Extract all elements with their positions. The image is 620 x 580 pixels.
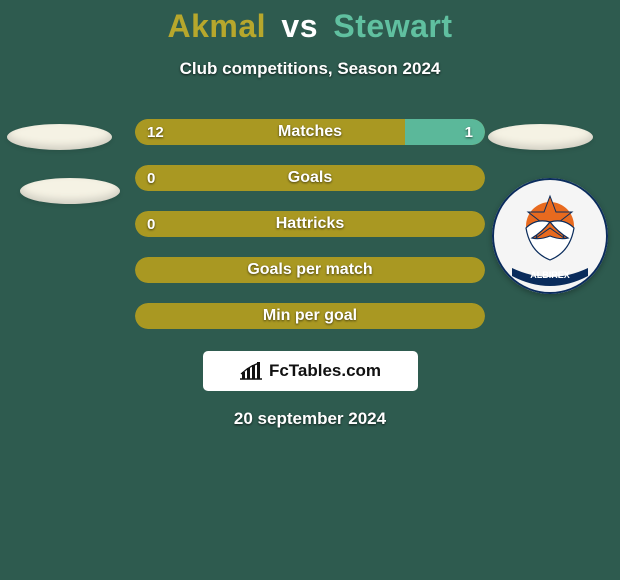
stat-label: Matches [135,123,485,141]
stat-label: Goals per match [135,261,485,279]
page-title: Akmal vs Stewart [0,0,620,45]
stat-value-left: 0 [147,170,155,187]
stat-row: Min per goal [135,303,485,329]
title-player2: Stewart [333,8,452,44]
date-text: 20 september 2024 [0,409,620,429]
stat-value-left: 0 [147,216,155,233]
stat-label: Min per goal [135,307,485,325]
site-attribution: FcTables.com [203,351,418,391]
stat-label: Hattricks [135,215,485,233]
title-vs: vs [281,8,318,44]
stat-value-right: 1 [465,124,473,141]
stat-row: Goals0 [135,165,485,191]
stat-value-left: 12 [147,124,164,141]
infographic-content: Akmal vs Stewart Club competitions, Seas… [0,0,620,580]
subtitle: Club competitions, Season 2024 [0,59,620,79]
stat-label: Goals [135,169,485,187]
stats-container: Matches121Goals0Hattricks0Goals per matc… [0,119,620,329]
title-player1: Akmal [167,8,266,44]
stat-row: Hattricks0 [135,211,485,237]
site-name: FcTables.com [269,361,381,381]
bar-chart-icon [239,362,263,380]
stat-row: Matches12 1 [135,119,485,145]
stat-row: Goals per match [135,257,485,283]
